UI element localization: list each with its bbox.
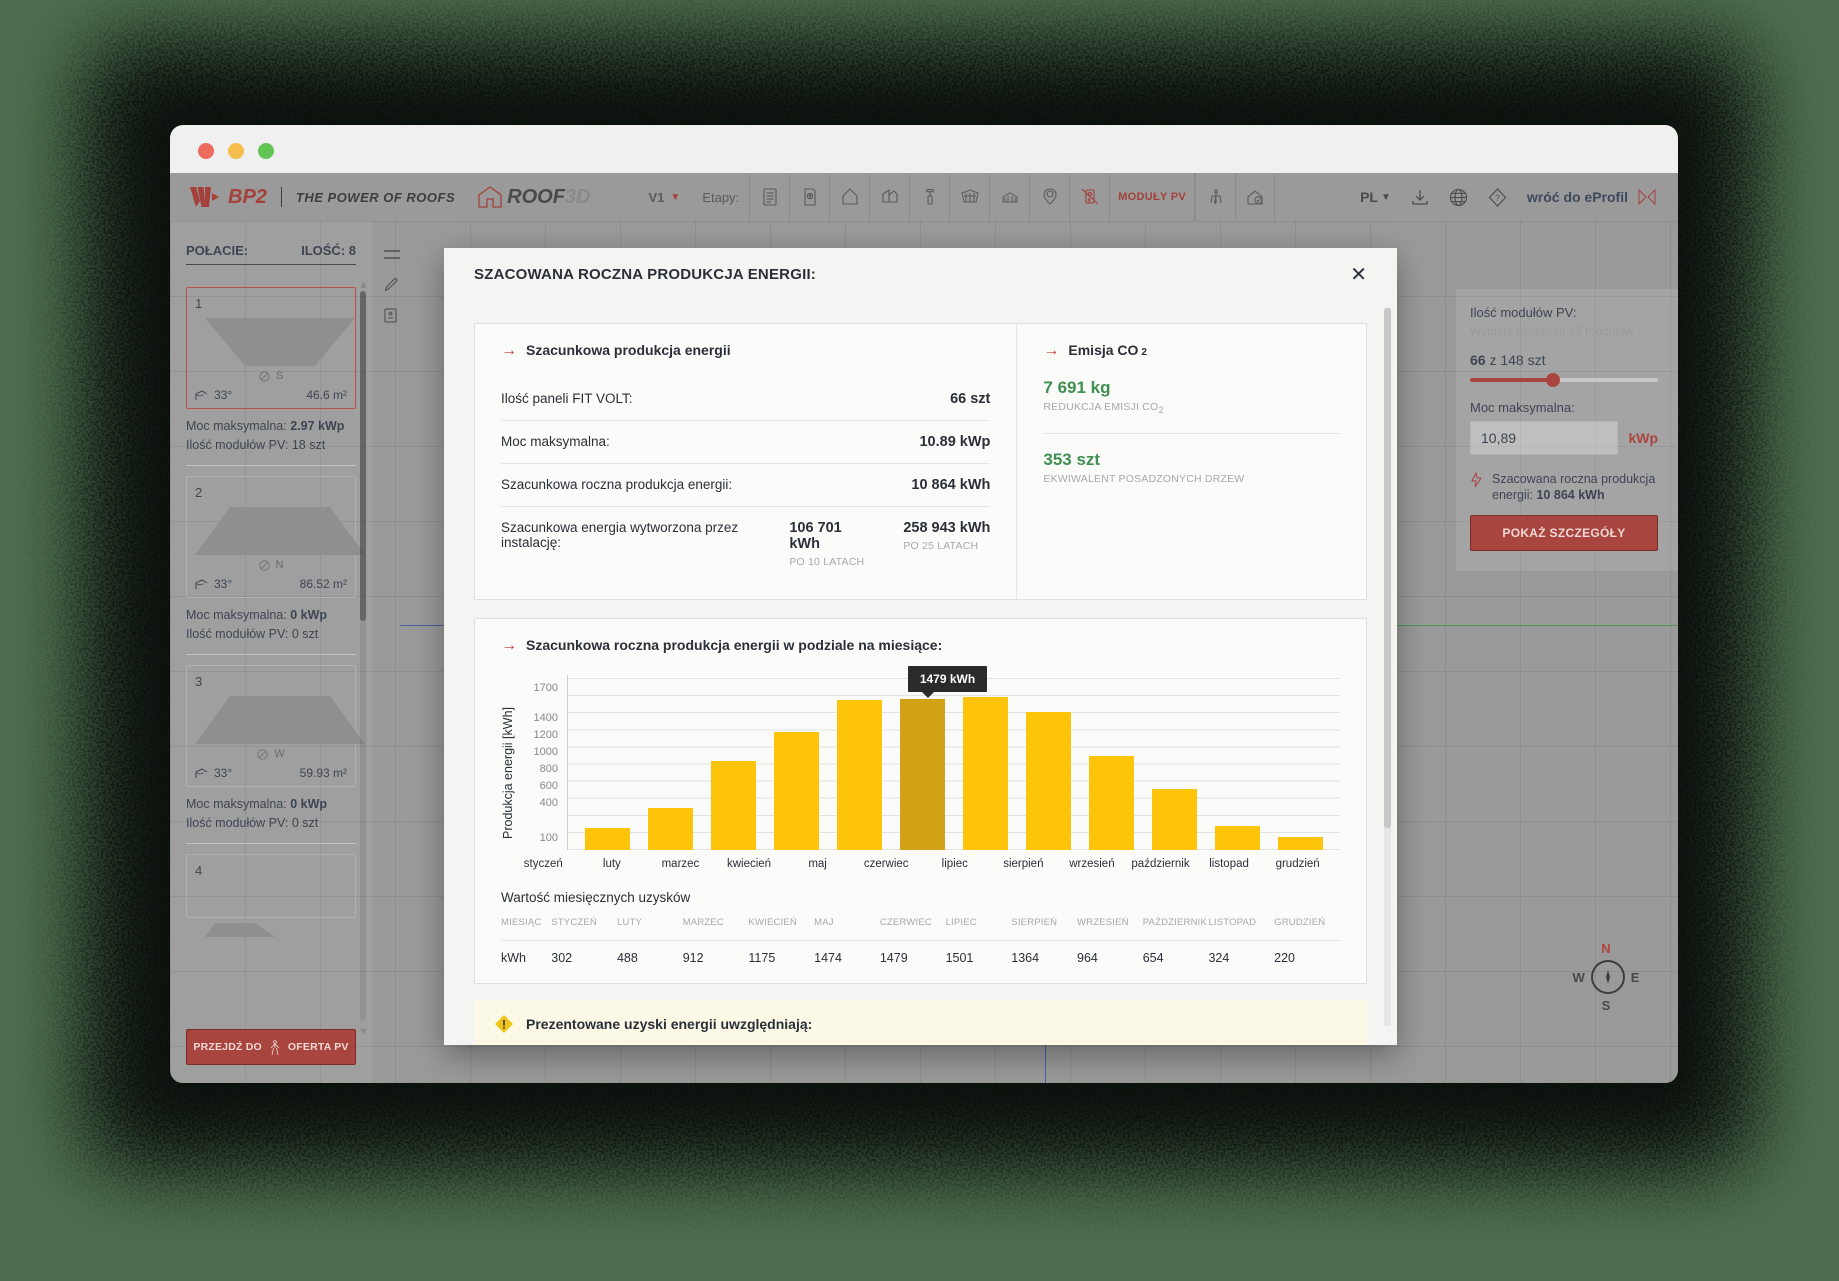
svg-text:!: ! bbox=[502, 1018, 506, 1032]
svg-text:?: ? bbox=[1495, 193, 1500, 202]
